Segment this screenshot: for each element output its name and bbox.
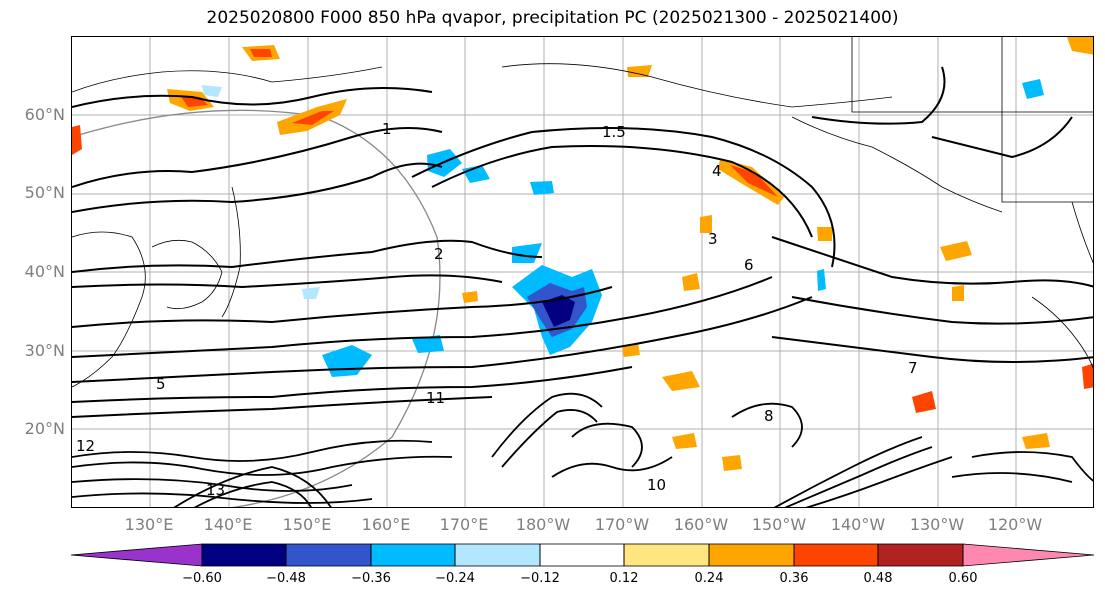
qvapor-tropical-contours [72, 392, 1093, 507]
colorbar-tick-label: 0.48 [863, 571, 893, 586]
lon-label-130w: 130°W [909, 515, 965, 534]
contour-label: 4 [712, 162, 722, 180]
contour-label: 7 [908, 359, 918, 377]
lon-label-140w: 140°W [830, 515, 886, 534]
colorbar-segment [286, 544, 371, 566]
colorbar-tick-label: −0.48 [266, 571, 306, 586]
lat-label-20n: 20°N [24, 419, 65, 438]
longitude-gridlines [149, 37, 1017, 507]
contour-label: 1 [382, 120, 392, 138]
colorbar-segment [962, 543, 1095, 567]
contour-label: 6 [744, 256, 754, 274]
colorbar-tick-label: −0.12 [520, 571, 560, 586]
colorbar-tick-label: −0.24 [435, 571, 475, 586]
lon-label-130e: 130°E [124, 515, 174, 534]
lon-label-150w: 150°W [751, 515, 807, 534]
contour-label: 8 [764, 407, 774, 425]
contour-label-group: 1 1.5 2 3 4 5 6 7 8 10 11 12 13 [76, 120, 918, 499]
lon-label-150e: 150°E [282, 515, 332, 534]
colorbar-segment [709, 544, 794, 566]
lon-label-120w: 120°W [987, 515, 1043, 534]
contour-label: 1.5 [602, 123, 626, 141]
colorbar-segments [70, 543, 1095, 567]
precip-negative-shading [202, 79, 1044, 377]
coastlines [72, 37, 1093, 388]
contour-label: 12 [76, 437, 95, 455]
contour-label: 2 [434, 245, 444, 263]
colorbar-tick-label: 0.60 [948, 571, 978, 586]
colorbar-tick-label: 0.24 [694, 571, 724, 586]
colorbar-segment [371, 544, 455, 566]
lon-label-170w: 170°W [594, 515, 650, 534]
contour-label: 13 [206, 481, 225, 499]
qvapor-contours [72, 66, 1093, 418]
colorbar-tick-label: 0.12 [609, 571, 639, 586]
colorbar-tick-label: 0.36 [779, 571, 809, 586]
colorbar-segment [878, 544, 963, 566]
colorbar-segment [202, 544, 286, 566]
contour-label: 10 [647, 476, 666, 494]
latitude-gridlines [72, 114, 1093, 430]
contour-label: 3 [708, 230, 718, 248]
contour-label: 11 [426, 389, 445, 407]
lat-label-30n: 30°N [24, 341, 65, 360]
lon-label-170e: 170°E [439, 515, 489, 534]
map-canvas[interactable]: 1 1.5 2 3 4 5 6 7 8 10 11 12 13 [72, 37, 1094, 508]
colorbar-tick-label: −0.60 [182, 571, 222, 586]
contour-label: 5 [156, 375, 166, 393]
lon-label-140e: 140°E [203, 515, 253, 534]
colorbar-segment [540, 544, 624, 566]
map-title: 2025020800 F000 850 hPa qvapor, precipit… [206, 8, 899, 28]
colorbar-outline [201, 543, 964, 567]
colorbar-tick-label: −0.36 [351, 571, 391, 586]
reference-arc [72, 109, 441, 507]
lon-label-160e: 160°E [361, 515, 411, 534]
colorbar-segment [70, 543, 203, 567]
lat-label-60n: 60°N [24, 105, 65, 124]
lat-label-50n: 50°N [24, 183, 65, 202]
colorbar-ticks [201, 544, 964, 566]
colorbar-segment [624, 544, 709, 566]
colorbar-segment [794, 544, 878, 566]
lon-label-160w: 160°W [673, 515, 729, 534]
colorbar-segment [455, 544, 540, 566]
map-panel[interactable]: 1 1.5 2 3 4 5 6 7 8 10 11 12 13 [71, 36, 1094, 508]
precip-positive-shading [72, 37, 1093, 471]
lat-label-40n: 40°N [24, 262, 65, 281]
lon-label-180w: 180°W [515, 515, 571, 534]
